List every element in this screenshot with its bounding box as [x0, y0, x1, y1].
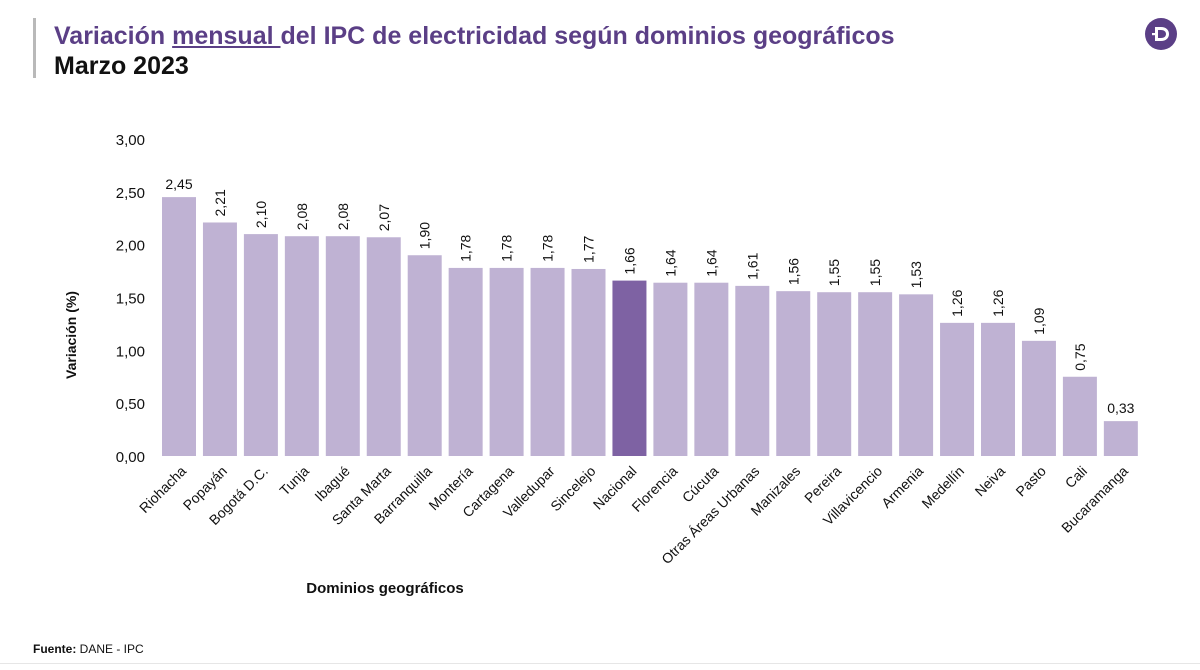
value-label: 1,55	[867, 259, 883, 286]
bar	[612, 280, 647, 456]
bar-chart: 0,00 0,50 1,00 1,50 2,00 2,50 3,00 2,45 2,21 2,1…	[63, 132, 1138, 597]
x-tick-label: Neiva	[971, 463, 1008, 500]
bar	[1062, 376, 1097, 456]
source-note: Fuente: DANE - IPC	[33, 642, 144, 656]
value-label: 1,26	[990, 289, 1006, 316]
bar	[981, 322, 1015, 456]
bar	[858, 292, 893, 456]
value-label: 1,26	[949, 289, 965, 316]
x-tick-label: Florencia	[628, 463, 680, 515]
bar	[694, 282, 729, 456]
bar	[243, 234, 278, 456]
bar	[325, 236, 360, 456]
title-part-2: del IPC de electricidad según dominios g…	[280, 22, 895, 50]
y-tick-label: 1,00	[116, 343, 145, 360]
value-label: 2,45	[165, 176, 192, 192]
value-label: 2,07	[376, 204, 392, 231]
value-label: 2,10	[253, 201, 269, 228]
x-tick-label: Riohacha	[136, 463, 189, 516]
value-label: 1,66	[621, 247, 637, 274]
value-label: 0,33	[1107, 400, 1134, 416]
y-tick-label: 0,00	[116, 449, 145, 466]
bar	[1103, 421, 1138, 456]
bar	[202, 222, 237, 456]
value-label: 1,78	[499, 234, 515, 261]
value-label: 1,78	[458, 234, 474, 261]
value-label: 1,61	[744, 252, 760, 279]
bar	[489, 267, 524, 456]
source-text: DANE - IPC	[76, 642, 144, 656]
x-tick-label: Medellín	[918, 463, 967, 512]
bar	[284, 236, 319, 456]
bar	[940, 322, 975, 456]
y-axis: 0,00 0,50 1,00 1,50 2,00 2,50 3,00	[116, 132, 145, 466]
bar	[1021, 340, 1056, 456]
y-tick-label: 0,50	[116, 396, 145, 413]
value-label: 1,77	[581, 236, 597, 263]
y-tick-label: 1,50	[116, 291, 145, 308]
value-label: 2,08	[294, 203, 310, 230]
value-label: 1,09	[1031, 307, 1047, 334]
x-tick-label: Armenia	[878, 463, 926, 511]
bar	[448, 267, 483, 456]
value-label: 1,56	[785, 258, 801, 285]
value-label: 0,75	[1072, 343, 1088, 370]
bar	[162, 197, 196, 456]
title-underlined-word: mensual	[172, 22, 281, 50]
title-accent-bar	[33, 18, 36, 78]
bar	[817, 292, 852, 456]
bar	[735, 285, 770, 456]
bar	[366, 237, 401, 456]
title-part-1: Variación	[54, 22, 173, 50]
chart-title: Variación mensual del IPC de electricida…	[54, 22, 895, 51]
value-label: 2,21	[212, 189, 228, 216]
bottom-divider	[0, 663, 1200, 664]
bar	[530, 267, 565, 456]
x-tick-label: Pasto	[1012, 463, 1049, 500]
value-labels-group: 2,45 2,21 2,10 2,08 2,08 2,07 1,90 1,78 1,78 1,78…	[165, 176, 1134, 416]
value-label: 1,53	[908, 261, 924, 288]
value-label: 1,55	[826, 259, 842, 286]
y-tick-label: 2,50	[116, 185, 145, 202]
x-tick-label: Tunja	[276, 463, 312, 499]
value-label: 1,64	[662, 249, 678, 276]
value-label: 1,64	[703, 249, 719, 276]
value-label: 1,90	[417, 222, 433, 249]
y-tick-label: 3,00	[116, 132, 145, 149]
bar	[899, 294, 934, 456]
bar	[407, 255, 442, 456]
chart-subtitle: Marzo 2023	[54, 52, 189, 80]
value-label: 2,08	[335, 203, 351, 230]
x-tick-label: Cali	[1062, 463, 1090, 491]
x-axis-label: Dominios geográficos	[306, 580, 464, 597]
x-tick-label: Sincelejo	[547, 463, 599, 515]
value-label: 1,78	[540, 234, 556, 261]
source-label: Fuente:	[33, 642, 77, 656]
y-tick-label: 2,00	[116, 238, 145, 255]
y-axis-label: Variación (%)	[63, 291, 79, 379]
bars-group	[162, 197, 1138, 456]
dane-logo-icon	[1145, 18, 1177, 50]
bar	[653, 282, 688, 456]
bar	[776, 291, 811, 456]
bar	[571, 268, 606, 456]
